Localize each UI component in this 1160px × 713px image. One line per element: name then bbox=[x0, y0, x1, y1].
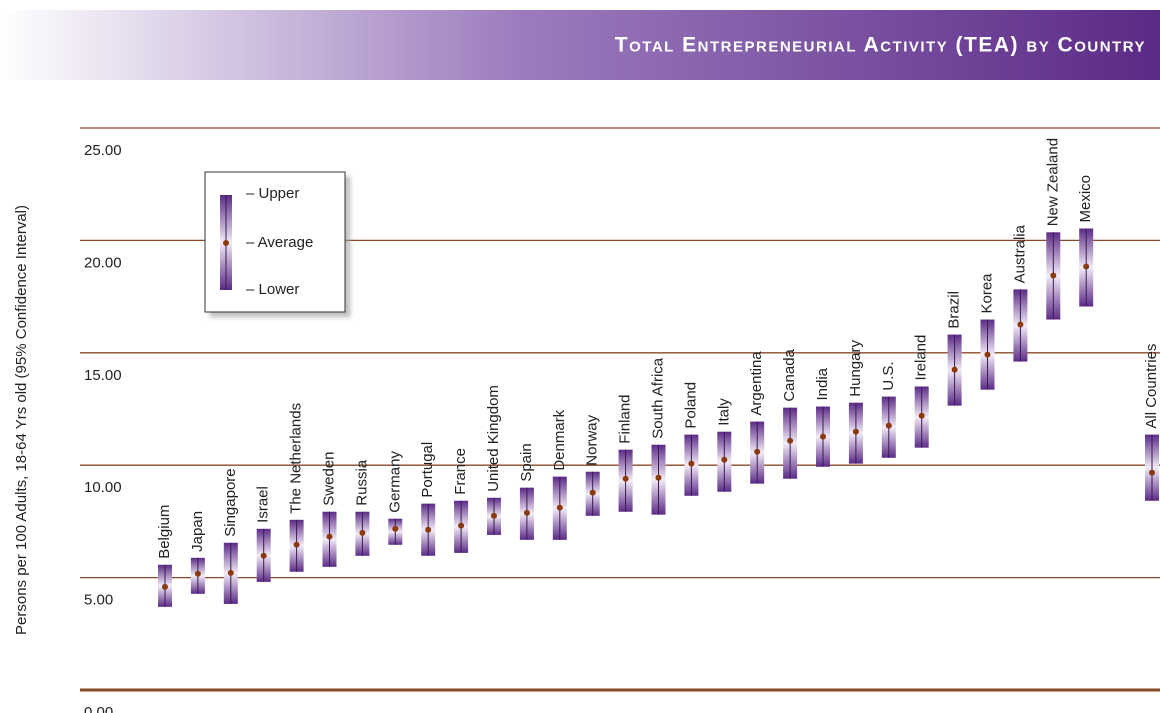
x-tick-label: U.S. bbox=[880, 361, 897, 390]
x-tick-label: The Netherlands bbox=[288, 403, 305, 514]
x-tick-label: All Countries bbox=[1143, 344, 1160, 429]
x-tick-label: Ireland bbox=[913, 335, 930, 381]
x-tick-label: India bbox=[814, 367, 831, 400]
average-dot bbox=[951, 366, 958, 373]
x-tick-label: Belgium bbox=[156, 505, 173, 559]
y-tick-label: 15.00 bbox=[84, 367, 122, 384]
x-tick-label: Norway bbox=[584, 414, 601, 465]
average-dot bbox=[293, 541, 300, 548]
average-dot bbox=[918, 412, 925, 419]
x-tick-label: Korea bbox=[978, 273, 995, 314]
average-dot bbox=[359, 529, 366, 536]
y-tick-label: 0.00 bbox=[84, 704, 113, 713]
legend: – Upper – Average – Lower bbox=[204, 171, 346, 313]
header-banner bbox=[0, 10, 1160, 80]
x-tick-label: Singapore bbox=[222, 468, 239, 536]
x-tick-label: Russia bbox=[353, 459, 370, 506]
average-dot bbox=[556, 504, 563, 511]
average-dot bbox=[655, 474, 662, 481]
y-tick-label: 25.00 bbox=[84, 142, 122, 159]
average-dot bbox=[885, 422, 892, 429]
average-dot bbox=[1050, 272, 1057, 279]
x-tick-label: Portugal bbox=[419, 442, 436, 498]
average-dot bbox=[260, 552, 267, 559]
x-tick-label: Italy bbox=[715, 398, 732, 426]
average-dot bbox=[425, 526, 432, 533]
average-dot bbox=[820, 433, 826, 440]
average-dot bbox=[852, 428, 859, 435]
x-tick-label: Brazil bbox=[946, 291, 963, 329]
average-dot bbox=[194, 570, 201, 577]
y-tick-label: 20.00 bbox=[84, 254, 122, 271]
average-dot bbox=[787, 437, 794, 444]
x-tick-label: United Kingdom bbox=[485, 385, 502, 492]
x-tick-label: Mexico bbox=[1077, 175, 1094, 223]
legend-label: – Upper bbox=[246, 185, 299, 202]
average-dot bbox=[523, 509, 530, 516]
x-tick-label: New Zealand bbox=[1044, 138, 1061, 226]
average-dot bbox=[458, 522, 465, 529]
average-dot bbox=[491, 512, 497, 519]
x-tick-label: Japan bbox=[189, 511, 206, 552]
average-dot bbox=[688, 460, 695, 467]
x-tick-label: Argentina bbox=[748, 351, 765, 416]
average-dot bbox=[721, 456, 728, 463]
x-tick-label: Finland bbox=[617, 394, 634, 443]
legend-dot bbox=[223, 240, 229, 246]
x-tick-label: Australia bbox=[1011, 224, 1028, 283]
x-tick-label: Germany bbox=[386, 451, 403, 513]
average-dot bbox=[162, 583, 168, 590]
average-dot bbox=[227, 569, 234, 576]
y-tick-label: 10.00 bbox=[84, 479, 122, 496]
x-tick-label: Denmark bbox=[551, 409, 568, 470]
average-dot bbox=[392, 525, 399, 532]
x-tick-label: France bbox=[452, 448, 469, 495]
average-dot bbox=[1017, 321, 1024, 328]
x-tick-label: Hungary bbox=[847, 340, 864, 397]
average-dot bbox=[1083, 263, 1090, 270]
legend-label: – Average bbox=[246, 234, 313, 251]
x-tick-label: Spain bbox=[518, 443, 535, 481]
legend-label: – Lower bbox=[246, 281, 299, 298]
average-dot bbox=[326, 533, 333, 540]
x-tick-label: Israel bbox=[255, 486, 272, 523]
average-dot bbox=[754, 448, 761, 455]
x-tick-label: Poland bbox=[682, 382, 699, 429]
x-tick-label: Canada bbox=[781, 348, 798, 401]
average-dot bbox=[589, 489, 596, 496]
x-tick-label: South Africa bbox=[649, 357, 666, 439]
y-axis-label: Persons per 100 Adults, 18-64 Yrs old (9… bbox=[13, 205, 30, 635]
average-dot bbox=[622, 475, 629, 482]
chart-title: Total Entrepreneurial Activity (TEA) by … bbox=[615, 34, 1146, 57]
average-dot bbox=[1149, 469, 1155, 476]
x-tick-label: Sweden bbox=[320, 452, 337, 506]
average-dot bbox=[984, 351, 991, 358]
y-tick-label: 5.00 bbox=[84, 592, 113, 609]
